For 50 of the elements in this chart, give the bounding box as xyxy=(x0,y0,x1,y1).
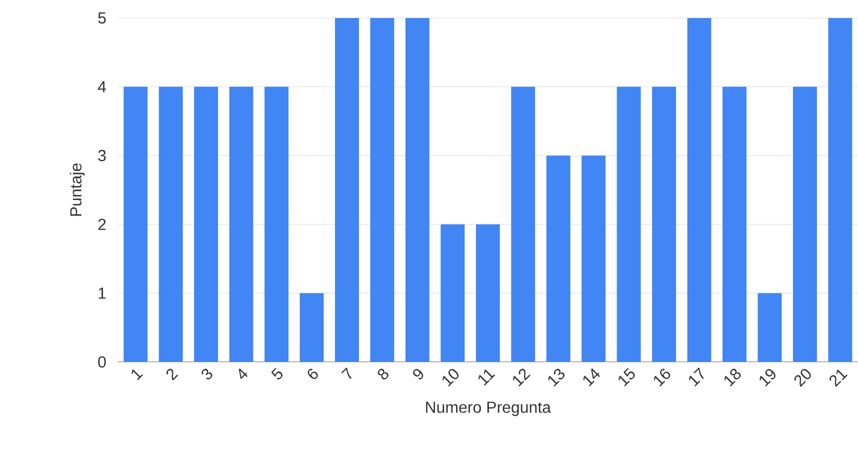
bar xyxy=(334,18,359,362)
x-tick-label: 17 xyxy=(689,368,704,386)
x-tick-label: 21 xyxy=(830,370,848,387)
y-tick-label: 0 xyxy=(98,356,106,368)
y-tick-label: 5 xyxy=(98,12,106,24)
bar xyxy=(546,156,570,362)
bar xyxy=(158,86,183,362)
bar xyxy=(792,86,817,362)
y-tick-label: 2 xyxy=(98,218,106,230)
x-axis-title: Numero Pregunta xyxy=(426,402,551,416)
y-tick-label: 1 xyxy=(98,288,106,299)
x-tick-label: 3 xyxy=(202,368,212,380)
bar xyxy=(722,86,746,362)
x-tick-label: 20 xyxy=(794,369,811,387)
bar xyxy=(405,18,430,362)
bar xyxy=(264,86,288,362)
bar xyxy=(758,293,782,362)
x-tick-label: 8 xyxy=(378,368,388,380)
x-tick-label: 1 xyxy=(132,369,143,380)
x-tick-label: 19 xyxy=(760,369,776,387)
bar xyxy=(229,86,254,362)
bar xyxy=(124,86,148,362)
x-tick-label: 6 xyxy=(308,368,318,380)
x-tick-label: 14 xyxy=(583,368,600,386)
bar xyxy=(476,224,500,362)
x-tick-label: 2 xyxy=(166,368,178,381)
bar xyxy=(194,86,218,362)
x-tick-label: 18 xyxy=(724,368,741,387)
bar xyxy=(511,86,536,362)
bar xyxy=(687,18,712,362)
bar xyxy=(652,86,676,362)
bar xyxy=(440,224,465,362)
bar xyxy=(828,18,852,362)
x-tick-label: 12 xyxy=(513,368,530,387)
x-tick-label: 9 xyxy=(413,369,424,380)
y-axis-title: Puntaje xyxy=(70,164,85,216)
x-tick-label: 13 xyxy=(548,368,565,387)
bar xyxy=(370,18,394,362)
bar xyxy=(300,293,324,362)
x-tick-label: 10 xyxy=(442,369,459,387)
x-tick-label: 11 xyxy=(478,369,496,386)
x-tick-label: 5 xyxy=(271,368,282,380)
y-tick-label: 3 xyxy=(98,150,106,162)
bar xyxy=(616,86,641,362)
x-tick-label: 4 xyxy=(238,368,248,380)
x-tick-label: 7 xyxy=(341,368,352,380)
x-tick-label: 15 xyxy=(618,368,635,386)
bar xyxy=(582,156,606,362)
y-tick-label: 4 xyxy=(98,81,106,92)
x-tick-label: 16 xyxy=(654,368,670,387)
